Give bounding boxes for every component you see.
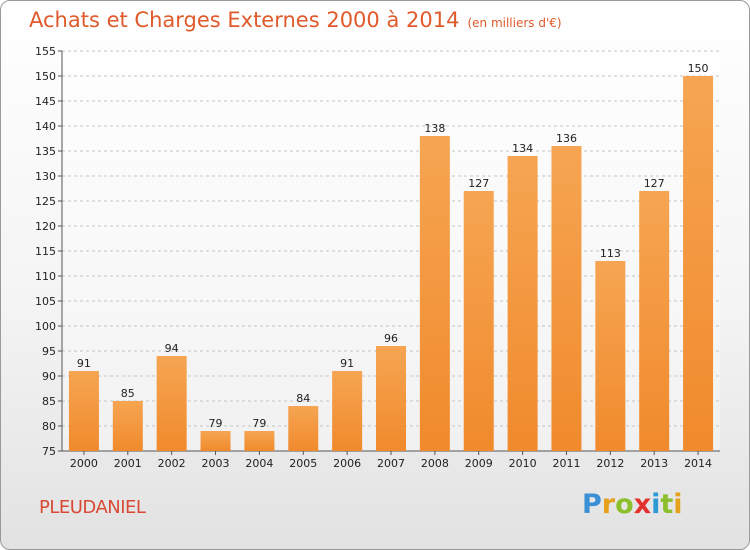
y-tick-label: 80 — [42, 420, 56, 433]
y-tick-label: 95 — [42, 345, 56, 358]
bar-value-label: 134 — [512, 142, 533, 155]
y-tick-label: 110 — [35, 270, 56, 283]
bar-value-label: 138 — [424, 122, 445, 135]
y-tick-label: 135 — [35, 145, 56, 158]
bar-value-label: 94 — [165, 342, 179, 355]
bar-value-label: 79 — [252, 417, 266, 430]
bar — [551, 146, 582, 451]
y-tick-label: 105 — [35, 295, 56, 308]
logo-letter: o — [615, 489, 634, 520]
y-tick-label: 115 — [35, 245, 56, 258]
bar — [639, 191, 670, 451]
x-tick-label: 2009 — [465, 457, 493, 470]
y-tick-label: 75 — [42, 445, 56, 458]
bar — [244, 431, 275, 451]
y-tick-label: 85 — [42, 395, 56, 408]
logo-letter: i — [651, 489, 661, 520]
bar-value-label: 150 — [688, 62, 709, 75]
bar — [68, 371, 99, 451]
bar-value-label: 113 — [600, 247, 621, 260]
bar-value-label: 79 — [209, 417, 223, 430]
y-tick-label: 90 — [42, 370, 56, 383]
bar — [156, 356, 187, 451]
x-tick-label: 2006 — [333, 457, 361, 470]
x-tick-label: 2013 — [640, 457, 668, 470]
bar — [419, 136, 450, 451]
logo-letter: t — [660, 489, 674, 520]
y-tick-label: 145 — [35, 95, 56, 108]
x-tick-label: 2001 — [114, 457, 142, 470]
x-tick-label: 2002 — [158, 457, 186, 470]
x-tick-label: 2007 — [377, 457, 405, 470]
x-tick-label: 2011 — [552, 457, 580, 470]
y-tick-label: 120 — [35, 220, 56, 233]
bar-value-label: 136 — [556, 132, 577, 145]
y-tick-label: 125 — [35, 195, 56, 208]
proxiti-logo: Proxiti — [582, 489, 683, 520]
bar — [200, 431, 231, 451]
logo-letter: x — [633, 489, 652, 520]
y-tick-label: 140 — [35, 120, 56, 133]
bar — [332, 371, 363, 451]
bar — [112, 401, 143, 451]
chart-title: Achats et Charges Externes 2000 à 2014 (e… — [29, 8, 562, 32]
bar — [507, 156, 538, 451]
x-tick-label: 2003 — [202, 457, 230, 470]
y-tick-label: 130 — [35, 170, 56, 183]
chart-title-text: Achats et Charges Externes 2000 à 2014 — [29, 8, 460, 32]
bar-value-label: 127 — [644, 177, 665, 190]
x-tick-label: 2008 — [421, 457, 449, 470]
bar-value-label: 91 — [340, 357, 354, 370]
bar — [595, 261, 626, 451]
x-tick-label: 2000 — [70, 457, 98, 470]
place-name: PLEUDANIEL — [39, 497, 146, 518]
bar-value-label: 84 — [296, 392, 310, 405]
logo-letter: i — [673, 489, 683, 520]
bar — [376, 346, 406, 451]
x-tick-label: 2005 — [289, 457, 317, 470]
y-tick-label: 150 — [35, 70, 56, 83]
x-tick-label: 2014 — [684, 457, 712, 470]
bar — [288, 406, 319, 451]
bar-value-label: 91 — [77, 357, 91, 370]
y-tick-label: 155 — [35, 45, 56, 58]
x-tick-label: 2004 — [245, 457, 273, 470]
bar-value-label: 85 — [121, 387, 135, 400]
bar-value-label: 96 — [384, 332, 398, 345]
x-tick-label: 2010 — [509, 457, 537, 470]
logo-letter: P — [582, 489, 602, 520]
chart-unit: (en milliers d'€) — [467, 16, 562, 30]
y-tick-label: 100 — [35, 320, 56, 333]
x-tick-label: 2012 — [596, 457, 624, 470]
bar — [463, 191, 494, 451]
bar — [683, 76, 714, 451]
logo-letter: r — [601, 489, 616, 520]
bar-value-label: 127 — [468, 177, 489, 190]
